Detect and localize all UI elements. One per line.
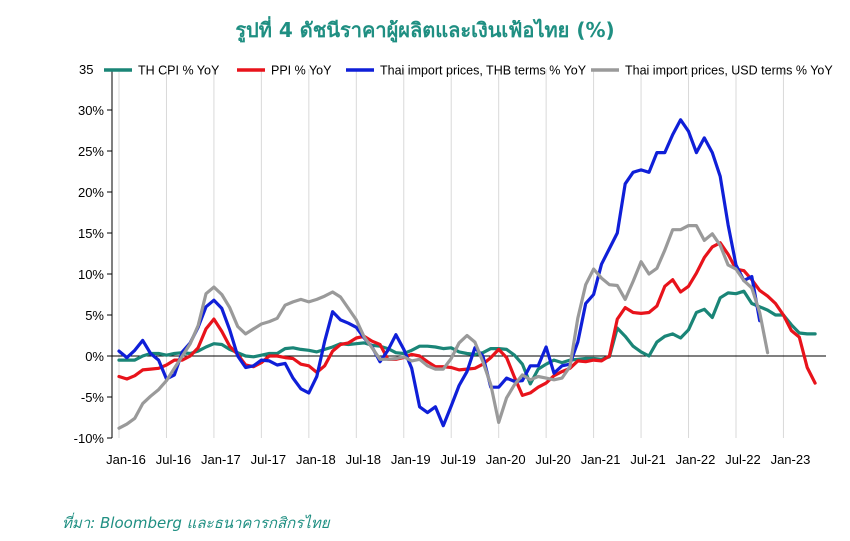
y-tick-label: 30% <box>78 103 104 118</box>
x-tick-label: Jan-18 <box>296 452 336 467</box>
legend: TH CPI % YoY PPI % YoY Thai import prices,… <box>104 64 833 78</box>
y-tick-label: -5% <box>81 390 105 405</box>
y-tick-label-top: 35 <box>79 62 93 77</box>
series-line-3 <box>117 224 770 430</box>
series-line-2 <box>117 118 762 428</box>
series-layer <box>117 118 817 430</box>
x-tick-label: Jul-22 <box>725 452 760 467</box>
y-tick-label: -10% <box>74 431 105 446</box>
y-tick-label: 5% <box>85 308 104 323</box>
x-tick-label: Jan-17 <box>201 452 241 467</box>
x-tick-label: Jul-17 <box>251 452 286 467</box>
legend-label-1: PPI % YoY <box>271 64 332 78</box>
chart-title: รูปที่ 4 ดัชนีราคาผู้ผลิตและเงินเฟ้อไทย … <box>235 18 615 42</box>
x-tick-label: Jan-21 <box>581 452 621 467</box>
y-tick-label: 25% <box>78 144 104 159</box>
x-tick-label: Jan-20 <box>486 452 526 467</box>
y-tick-label: 20% <box>78 185 104 200</box>
x-tick-label: Jul-18 <box>346 452 381 467</box>
x-tick-label: Jul-21 <box>630 452 665 467</box>
legend-label-0: TH CPI % YoY <box>138 64 220 78</box>
x-tick-label: Jul-16 <box>156 452 191 467</box>
x-tick-label: Jul-19 <box>441 452 476 467</box>
source-note: ที่มา: Bloomberg และธนาคารกสิกรไทย <box>62 514 330 532</box>
y-tick-label: 0% <box>85 349 104 364</box>
axis-layer: -10% -5% 0% 5% 10% 15% 20% 25% 30% 35 Jan-16 Jul-16… <box>74 62 826 467</box>
x-tick-label: Jan-22 <box>676 452 716 467</box>
x-tick-label: Jan-23 <box>771 452 811 467</box>
legend-label-2: Thai import prices, THB terms % YoY <box>380 64 587 78</box>
y-tick-label: 10% <box>78 267 104 282</box>
x-tick-label: Jan-19 <box>391 452 431 467</box>
legend-label-3: Thai import prices, USD terms % YoY <box>625 64 833 78</box>
x-tick-label: Jul-20 <box>535 452 570 467</box>
x-tick-label: Jan-16 <box>106 452 146 467</box>
y-tick-label: 15% <box>78 226 104 241</box>
